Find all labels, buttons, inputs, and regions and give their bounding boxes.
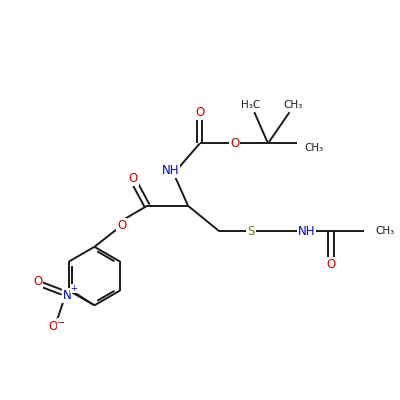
Text: O: O — [230, 137, 240, 150]
Text: O: O — [33, 276, 42, 288]
Text: N: N — [63, 289, 72, 302]
Text: O: O — [326, 258, 336, 271]
Text: CH₃: CH₃ — [284, 100, 303, 110]
Text: O: O — [117, 219, 126, 232]
Text: O: O — [49, 320, 58, 333]
Text: +: + — [70, 284, 77, 294]
Text: S: S — [247, 225, 254, 238]
Text: NH: NH — [162, 164, 179, 177]
Text: O: O — [195, 106, 204, 119]
Text: NH: NH — [298, 225, 315, 238]
Text: O: O — [129, 172, 138, 185]
Text: CH₃: CH₃ — [375, 226, 394, 236]
Text: CH₃: CH₃ — [304, 143, 323, 153]
Text: H₃C: H₃C — [241, 100, 260, 110]
Text: −: − — [57, 318, 65, 328]
